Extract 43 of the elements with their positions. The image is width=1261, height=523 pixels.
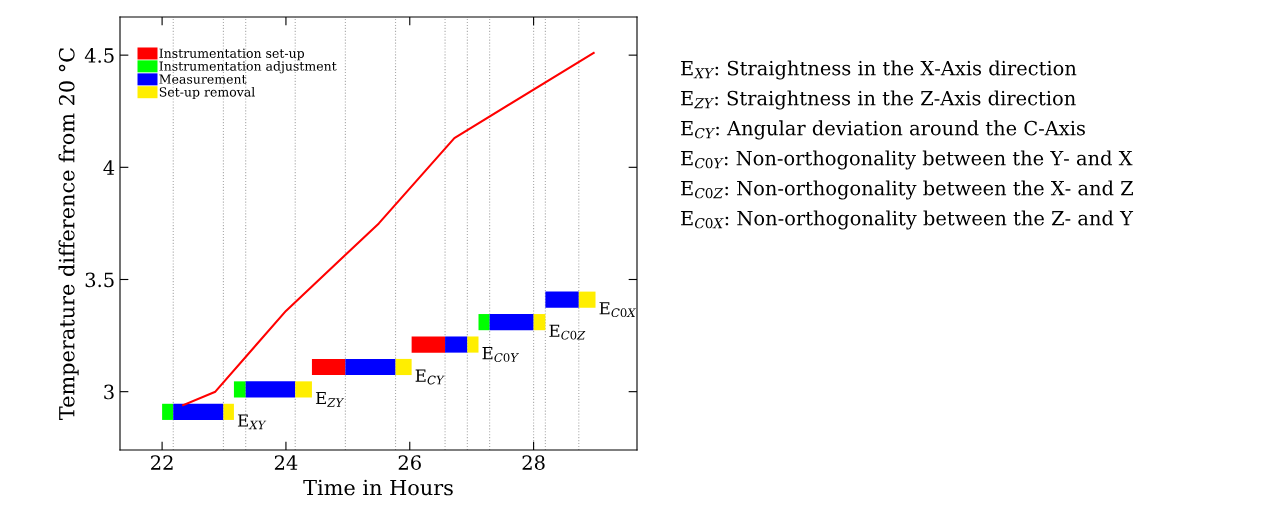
annotation: E$_{C0Z}$ [549, 324, 586, 340]
bar [223, 403, 234, 420]
y-axis-title: Temperature difference from 20 °C [58, 48, 79, 420]
y-tick-label: 4 [103, 160, 115, 175]
legend-label: Set-up removal [159, 86, 255, 100]
legend-label: Instrumentation set-up [159, 48, 305, 61]
y-tick-label: 4.5 [84, 48, 114, 63]
x-axis-title: Time in Hours [303, 479, 453, 496]
annotation: E$_{C0Y}$ [482, 347, 519, 362]
text: E$_{XY}$: Straightness in the X-Axis direction [681, 60, 1077, 80]
bar [545, 291, 579, 308]
x-tick-label: 26 [398, 455, 421, 470]
text: E$_{ZY}$: Straightness in the Z-Axis direction [681, 90, 1076, 110]
bar [533, 314, 546, 331]
text: E$_{C0Z}$: Non-orthogonality between the X- and Z [681, 180, 1133, 200]
legend-label: Instrumentation adjustment [159, 61, 337, 74]
annotation: E$_{C0X}$ [599, 302, 636, 318]
bar [245, 381, 296, 398]
bar [467, 336, 479, 353]
y-tick-label: 3 [104, 384, 114, 400]
legend-label: Measurement [159, 74, 247, 84]
annotation: E$_{XY}$ [237, 414, 267, 430]
bar [489, 314, 534, 331]
bar [162, 403, 174, 420]
bar [478, 314, 490, 331]
bar [311, 358, 346, 376]
bar [578, 291, 596, 308]
x-tick-label: 22 [151, 455, 173, 470]
y-tick-label: 3.5 [85, 272, 114, 288]
bar [233, 381, 246, 398]
text: E$_{C0X}$: Non-orthogonality between the Z- and Y [681, 210, 1134, 230]
bar [411, 336, 446, 353]
bar [173, 403, 224, 420]
annotation: E$_{CY}$ [415, 369, 445, 385]
bar [345, 358, 396, 376]
bar [395, 358, 412, 376]
annotation: E$_{ZY}$ [315, 391, 345, 407]
bar [445, 336, 468, 353]
x-tick-label: 24 [274, 455, 298, 470]
text: E$_{C0Y}$: Non-orthogonality between the Y- and X [681, 150, 1133, 170]
bar [295, 381, 312, 398]
x-tick-label: 28 [522, 455, 545, 470]
text: E$_{CY}$: Angular deviation around the C-Axis [681, 120, 1085, 140]
